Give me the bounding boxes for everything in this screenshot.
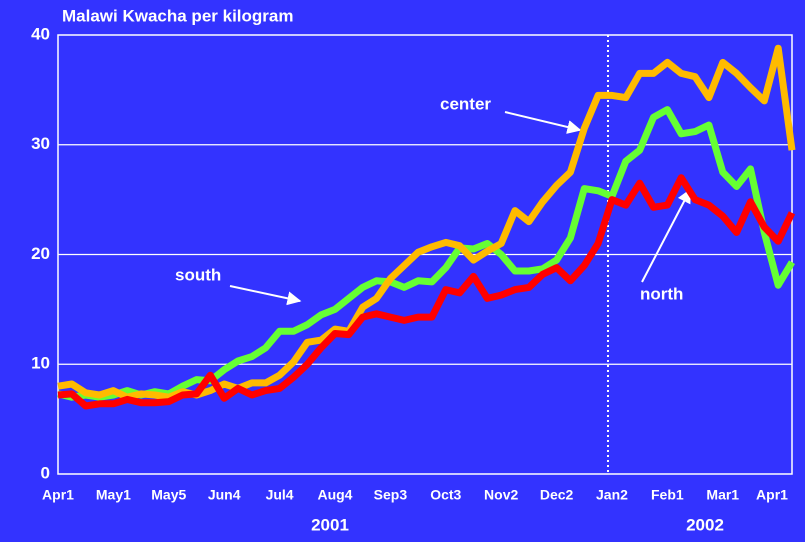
y-tick-label: 30 <box>31 134 50 153</box>
x-tick-label: Dec2 <box>540 487 574 503</box>
chart-title: Malawi Kwacha per kilogram <box>62 6 293 25</box>
x-tick-label: Oct3 <box>430 487 461 503</box>
x-tick-label: Apr1 <box>756 487 788 503</box>
series-line <box>57 106 796 401</box>
x-tick-label: May1 <box>96 487 131 503</box>
y-tick-label: 10 <box>31 354 50 373</box>
series-line <box>57 44 796 401</box>
year-label: 2001 <box>311 515 349 534</box>
annotation-arrow <box>641 188 691 283</box>
x-tick-label: Jul4 <box>266 487 294 503</box>
y-tick-label: 20 <box>31 244 50 263</box>
x-tick-label: Aug4 <box>317 487 352 503</box>
series-label: center <box>440 94 491 113</box>
x-tick-label: Nov2 <box>484 487 518 503</box>
y-tick-label: 40 <box>31 24 50 43</box>
plot-frame <box>57 34 793 475</box>
year-label: 2002 <box>686 515 724 534</box>
series-line <box>57 174 796 410</box>
annotation-arrow <box>504 111 582 134</box>
y-tick-label: 0 <box>41 463 50 482</box>
x-tick-label: Feb1 <box>651 487 684 503</box>
series-label: south <box>175 265 221 284</box>
x-tick-label: May5 <box>151 487 186 503</box>
annotation-arrow <box>229 285 302 306</box>
series-label: north <box>640 284 683 303</box>
x-tick-label: Jun4 <box>208 487 241 503</box>
x-tick-label: Sep3 <box>374 487 408 503</box>
x-tick-label: Apr1 <box>42 487 74 503</box>
x-tick-label: Jan2 <box>596 487 628 503</box>
x-tick-label: Mar1 <box>706 487 739 503</box>
